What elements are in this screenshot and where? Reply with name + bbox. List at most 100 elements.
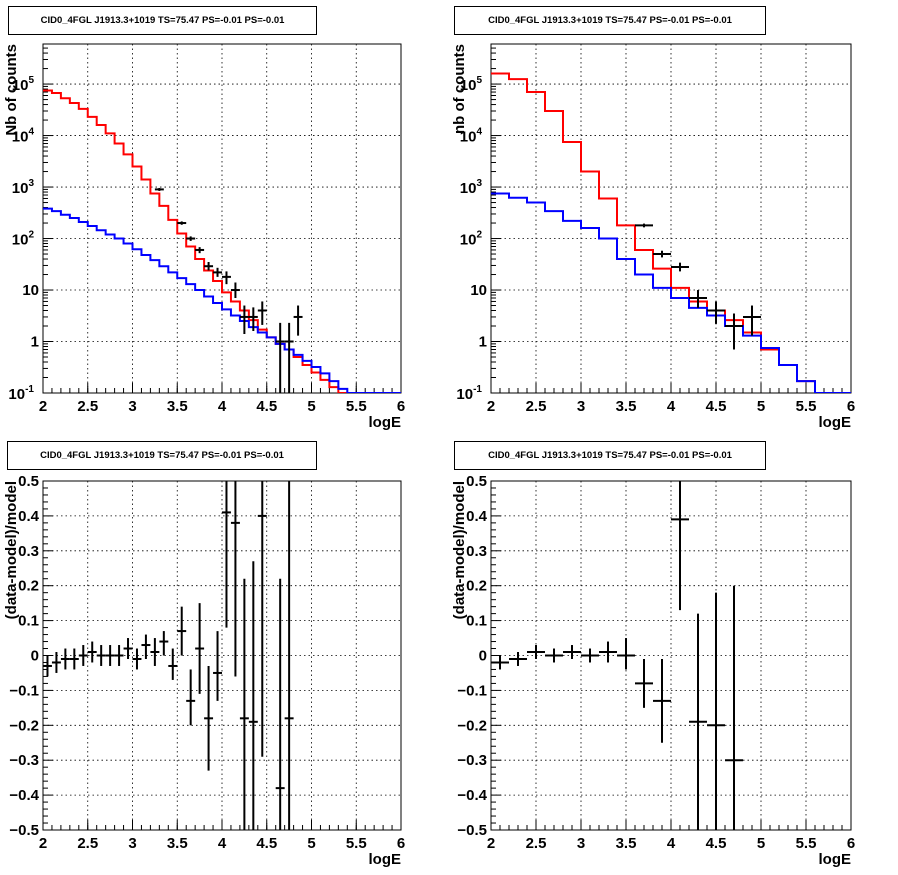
- data-point: [105, 645, 115, 666]
- data-point: [60, 648, 70, 670]
- x-tick-label: 4: [667, 398, 676, 415]
- data-point: [159, 631, 169, 656]
- series-layer: [491, 72, 851, 393]
- x-axis-title: logE: [369, 414, 402, 431]
- data-point: [177, 606, 187, 656]
- x-tick-label: 3.5: [167, 835, 188, 852]
- series-layer: [43, 481, 294, 830]
- data-point: [293, 305, 303, 336]
- x-tick-label: 2: [39, 398, 47, 415]
- data-point: [51, 652, 61, 673]
- model-component-step-line: [491, 192, 851, 393]
- x-tick-label: 4.5: [256, 398, 277, 415]
- chart-pad-2: 2 2.5 3 3.5 4 4.5 5 5.5 6 10-1 1 10 102 103 104 105 logE…: [451, 43, 855, 431]
- y-tick-label: 0.5: [466, 473, 487, 490]
- data-point: [653, 658, 671, 743]
- data-point: [707, 301, 725, 324]
- y-tick-label: 1: [31, 334, 39, 351]
- data-point: [581, 648, 599, 663]
- data-point: [78, 645, 88, 666]
- y-tick-label: 1: [479, 334, 487, 351]
- data-point: [177, 221, 187, 225]
- y-tick-label: 104: [460, 127, 483, 146]
- data-point: [168, 648, 178, 680]
- data-point: [563, 645, 581, 659]
- data-point: [87, 641, 97, 663]
- x-tick-label: 5: [757, 835, 765, 852]
- data-point: [230, 282, 240, 298]
- y-tick-label: 0: [31, 648, 39, 665]
- data-point: [248, 307, 258, 332]
- y-tick-label: 0.1: [18, 613, 39, 630]
- x-tick-label: 2: [487, 398, 495, 415]
- x-tick-label: 3: [128, 398, 136, 415]
- data-point: [617, 638, 635, 670]
- y-tick-label: 0.4: [18, 508, 40, 525]
- data-point: [213, 267, 222, 277]
- x-tick-label: 3: [128, 835, 136, 852]
- y-axis-title: nb of counts: [451, 44, 468, 134]
- y-tick-label: 102: [460, 230, 483, 249]
- y-tick-label: 10-1: [8, 384, 34, 403]
- pad-3-title: CID0_4FGL J1913.3+1019 TS=75.47 PS=-0.01…: [7, 441, 317, 470]
- x-tick-label: 2: [487, 835, 495, 852]
- data-point: [671, 262, 689, 272]
- x-tick-label: 5: [307, 398, 315, 415]
- data-point: [257, 481, 267, 757]
- x-tick-label: 5.5: [796, 835, 817, 852]
- y-axis-title: Nb of counts: [3, 44, 20, 136]
- x-tick-label: 2.5: [526, 835, 547, 852]
- data-point: [257, 301, 267, 325]
- data-point: [545, 648, 563, 663]
- data-point: [204, 665, 214, 771]
- data-point: [527, 645, 545, 659]
- data-point: [69, 648, 79, 670]
- series-layer: [491, 481, 743, 830]
- y-tick-label: 104: [12, 127, 35, 146]
- y-tick-label: −0.4: [9, 787, 39, 804]
- data-point: [114, 645, 124, 666]
- x-tick-label: 5.5: [346, 835, 367, 852]
- y-tick-label: −0.5: [457, 822, 487, 839]
- data-point: [154, 187, 164, 191]
- x-tick-label: 2: [39, 835, 47, 852]
- x-tick-label: 2.5: [526, 398, 547, 415]
- x-tick-label: 3.5: [616, 835, 637, 852]
- x-tick-label: 4.5: [706, 398, 727, 415]
- data-point: [275, 322, 285, 393]
- data-point: [230, 481, 240, 677]
- data-point: [284, 322, 294, 393]
- plot-frame: [42, 43, 402, 394]
- x-tick-label: 4.5: [256, 835, 277, 852]
- y-tick-label: 0.4: [466, 508, 488, 525]
- x-tick-label: 3.5: [167, 398, 188, 415]
- x-tick-label: 3: [577, 398, 585, 415]
- x-tick-label: 6: [847, 835, 855, 852]
- chart-pad-3: 2 2.5 3 3.5 4 4.5 5 5.5 6 −0.5 −0.4 −0.3 −0.2 −0.1 0 0.…: [3, 473, 405, 868]
- y-tick-label: 0.3: [18, 543, 39, 560]
- data-point: [725, 585, 743, 830]
- y-axis-title: (data-model)/model: [3, 481, 20, 619]
- series-layer: [43, 89, 401, 393]
- model-total-step-line: [43, 89, 401, 393]
- y-tick-label: 102: [12, 230, 35, 249]
- y-tick-label: 105: [460, 75, 483, 94]
- data-point: [239, 578, 249, 830]
- y-tick-label: −0.5: [9, 822, 39, 839]
- x-tick-label: 5.5: [346, 398, 367, 415]
- data-point: [222, 481, 231, 628]
- data-point: [195, 247, 205, 254]
- x-axis-title: logE: [819, 851, 852, 868]
- data-point: [141, 634, 151, 659]
- x-tick-label: 5.5: [796, 398, 817, 415]
- data-point: [491, 655, 509, 670]
- pad-4-title: CID0_4FGL J1913.3+1019 TS=75.47 PS=-0.01…: [454, 441, 766, 470]
- data-point: [150, 638, 160, 666]
- x-tick-label: 5: [757, 398, 765, 415]
- y-tick-label: 10: [22, 282, 39, 299]
- data-point: [96, 645, 106, 666]
- data-point: [743, 305, 761, 336]
- data-point: [635, 658, 653, 708]
- x-tick-label: 3: [577, 835, 585, 852]
